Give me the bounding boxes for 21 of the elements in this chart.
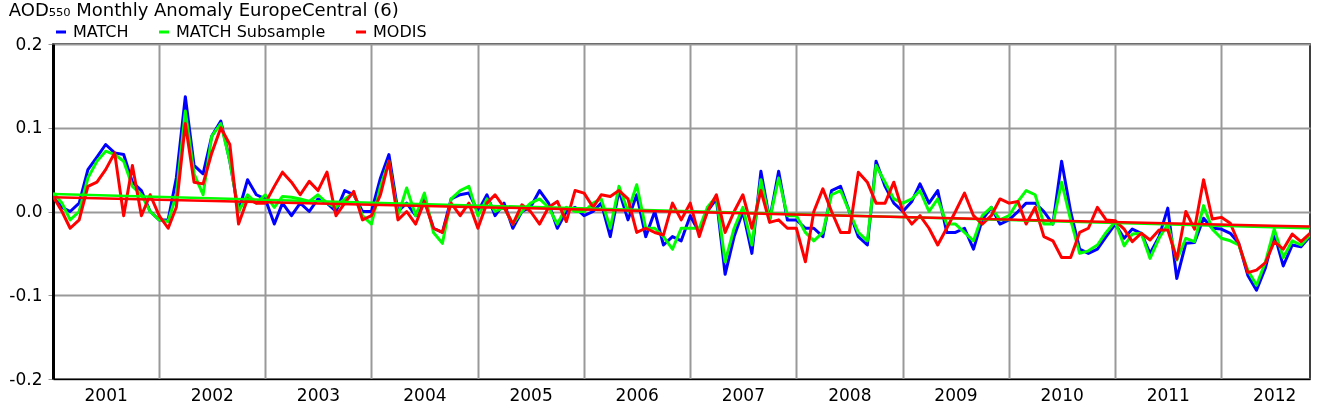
x-tick-label: 2005 xyxy=(509,384,553,405)
y-tick-label: 0.2 xyxy=(15,33,43,54)
y-tick-label: -0.2 xyxy=(9,368,43,389)
legend-label: MODIS xyxy=(373,22,427,41)
x-tick-label: 2010 xyxy=(1040,384,1084,405)
legend-label: MATCH xyxy=(73,22,129,41)
x-tick-label: 2002 xyxy=(190,384,234,405)
x-tick-label: 2007 xyxy=(721,384,765,405)
x-tick-label: 2004 xyxy=(403,384,447,405)
y-tick-label: -0.1 xyxy=(9,284,43,305)
x-tick-label: 2011 xyxy=(1146,384,1190,405)
x-tick-label: 2009 xyxy=(934,384,978,405)
y-tick-label: 0.0 xyxy=(15,201,43,221)
legend-label: MATCH Subsample xyxy=(176,22,326,41)
x-tick-label: 2001 xyxy=(84,384,128,405)
x-tick-label: 2008 xyxy=(828,384,872,405)
x-tick-label: 2003 xyxy=(296,384,341,405)
x-tick-label: 2006 xyxy=(615,384,659,405)
y-tick-label: 0.1 xyxy=(15,117,43,138)
x-tick-label: 2012 xyxy=(1253,384,1297,405)
chart-title: AOD₅₅₀ Monthly Anomaly EuropeCentral (6) xyxy=(8,0,399,20)
